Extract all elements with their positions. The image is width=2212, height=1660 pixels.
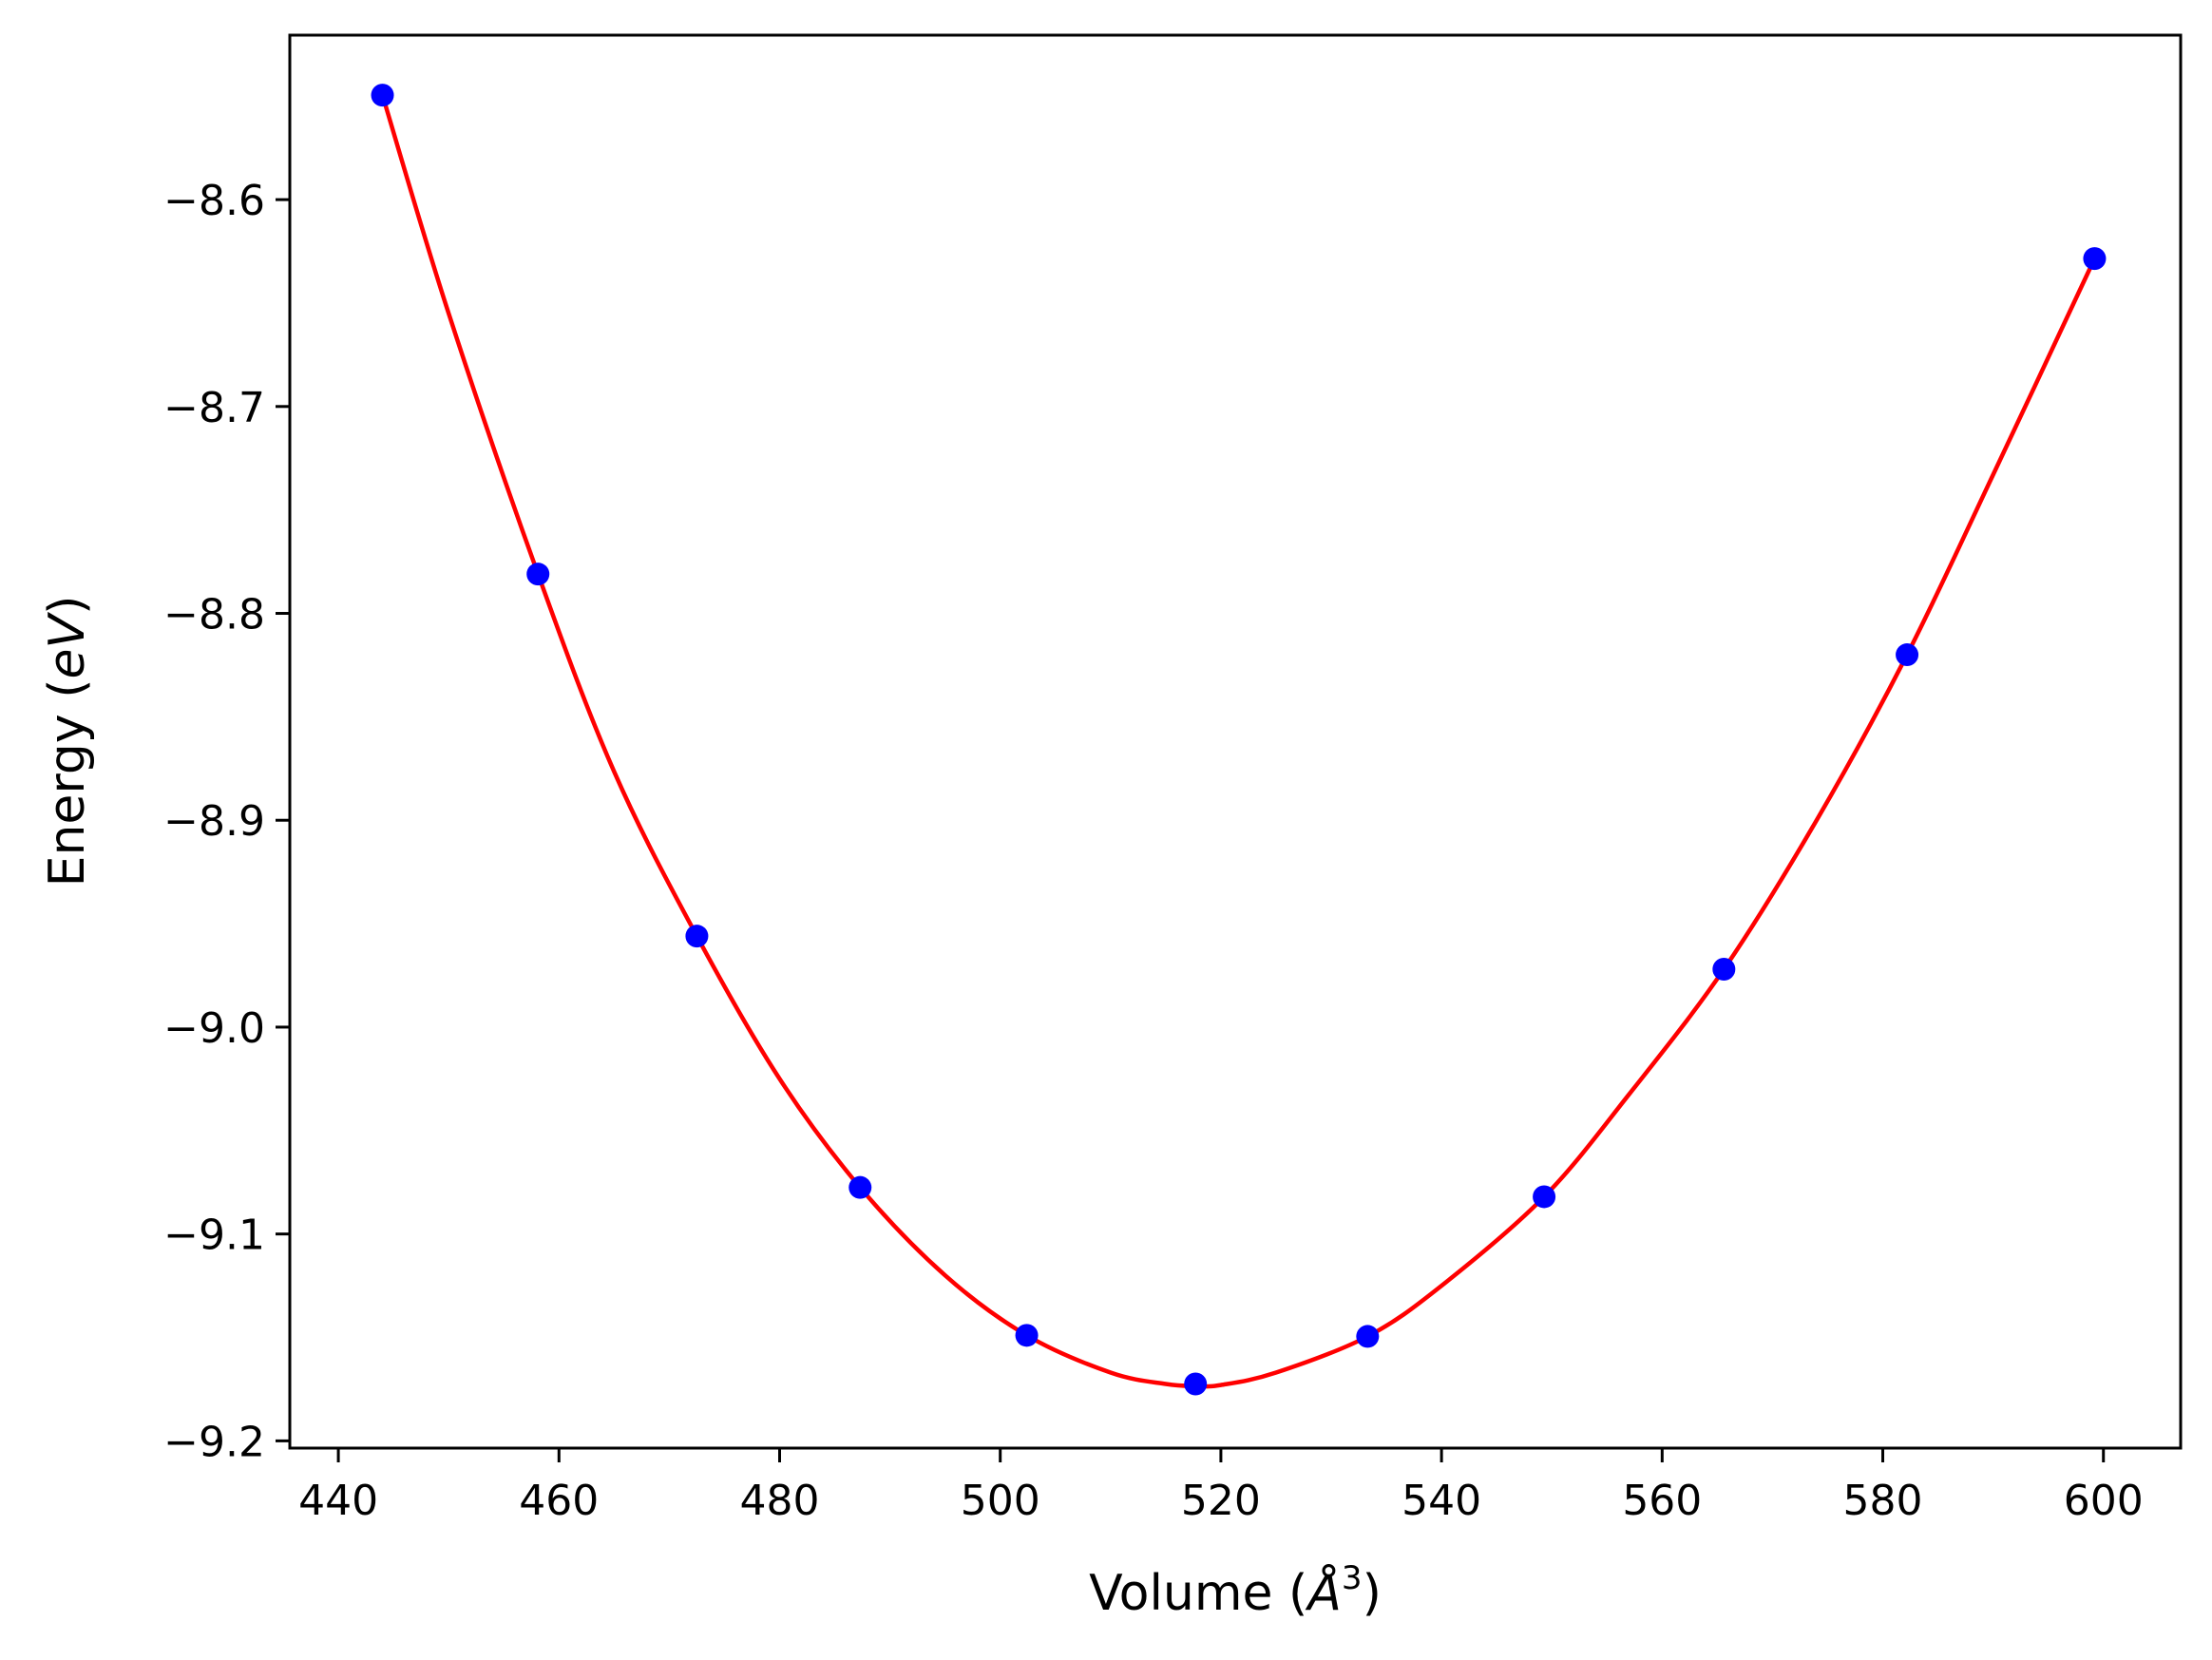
data-point xyxy=(1184,1372,1208,1396)
y-tick-label: −8.8 xyxy=(163,591,265,639)
x-tick-label: 540 xyxy=(1402,1477,1481,1525)
data-point xyxy=(1356,1325,1380,1348)
y-tick-label: −9.2 xyxy=(163,1418,265,1466)
data-point xyxy=(371,84,394,107)
x-tick-label: 520 xyxy=(1181,1477,1261,1525)
y-tick-label: −8.6 xyxy=(163,177,265,225)
x-tick-label: 560 xyxy=(1622,1477,1702,1525)
x-tick-label: 600 xyxy=(2064,1477,2144,1525)
y-tick-label: −9.1 xyxy=(163,1212,265,1260)
data-points-layer xyxy=(371,84,2107,1396)
x-axis: 440 460 480 500 520 540 560 580 600 xyxy=(298,1448,2144,1525)
data-point xyxy=(1015,1324,1039,1347)
y-tick-label: −8.7 xyxy=(163,384,265,432)
x-tick-label: 580 xyxy=(1843,1477,1923,1525)
data-point xyxy=(1896,643,1919,667)
data-point xyxy=(1712,957,1736,981)
plot-frame xyxy=(288,33,2183,1450)
data-point xyxy=(1533,1185,1556,1209)
data-point xyxy=(2083,247,2107,271)
fit-curve xyxy=(380,94,2097,1389)
data-point xyxy=(849,1175,872,1199)
data-point xyxy=(526,563,550,586)
plot-area xyxy=(288,33,2183,1450)
x-axis-label: Volume (Å3) xyxy=(1089,1559,1382,1622)
x-tick-label: 460 xyxy=(519,1477,599,1525)
x-tick-label: 500 xyxy=(961,1477,1040,1525)
y-tick-label: −9.0 xyxy=(163,1004,265,1053)
y-axis-label: Energy (eV) xyxy=(39,596,96,887)
x-tick-label: 440 xyxy=(298,1477,378,1525)
y-axis: −8.6 −8.7 −8.8 −8.9 −9.0 −9.1 −9.2 xyxy=(163,177,290,1466)
fit-curve-layer xyxy=(380,94,2097,1389)
y-tick-label: −8.9 xyxy=(163,797,265,846)
x-tick-label: 480 xyxy=(740,1477,820,1525)
data-point xyxy=(685,925,709,948)
